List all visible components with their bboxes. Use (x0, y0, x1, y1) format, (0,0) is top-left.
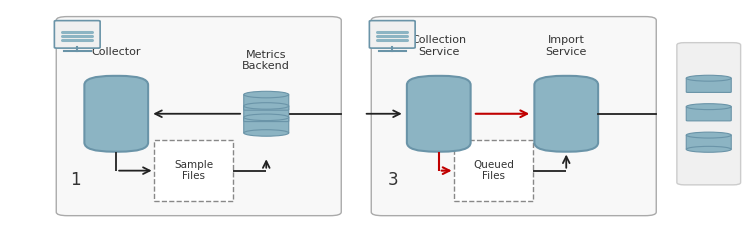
Text: Collector: Collector (92, 47, 141, 57)
FancyBboxPatch shape (686, 78, 731, 92)
Ellipse shape (686, 104, 731, 109)
FancyBboxPatch shape (244, 117, 289, 133)
FancyBboxPatch shape (686, 135, 731, 149)
Ellipse shape (686, 75, 731, 81)
Text: 3: 3 (388, 171, 398, 189)
Ellipse shape (244, 130, 289, 136)
FancyBboxPatch shape (56, 17, 341, 216)
Ellipse shape (686, 132, 731, 138)
Ellipse shape (244, 91, 289, 98)
FancyBboxPatch shape (406, 76, 471, 152)
FancyBboxPatch shape (244, 106, 289, 122)
Ellipse shape (686, 146, 731, 152)
FancyBboxPatch shape (534, 76, 598, 152)
Bar (454, 140, 532, 201)
FancyBboxPatch shape (84, 76, 148, 152)
FancyBboxPatch shape (686, 107, 731, 121)
Text: Metrics
Backend: Metrics Backend (242, 50, 290, 71)
Text: Import
Service: Import Service (545, 35, 587, 57)
Bar (154, 140, 232, 201)
FancyBboxPatch shape (244, 95, 289, 110)
FancyBboxPatch shape (676, 43, 740, 185)
Text: Queued
Files: Queued Files (473, 160, 514, 182)
Text: 1: 1 (70, 171, 80, 189)
Ellipse shape (244, 114, 289, 121)
Text: Collection
Service: Collection Service (411, 35, 466, 57)
FancyBboxPatch shape (369, 21, 416, 48)
FancyBboxPatch shape (54, 21, 100, 48)
Ellipse shape (244, 103, 289, 109)
FancyBboxPatch shape (371, 17, 656, 216)
Text: Sample
Files: Sample Files (174, 160, 213, 182)
